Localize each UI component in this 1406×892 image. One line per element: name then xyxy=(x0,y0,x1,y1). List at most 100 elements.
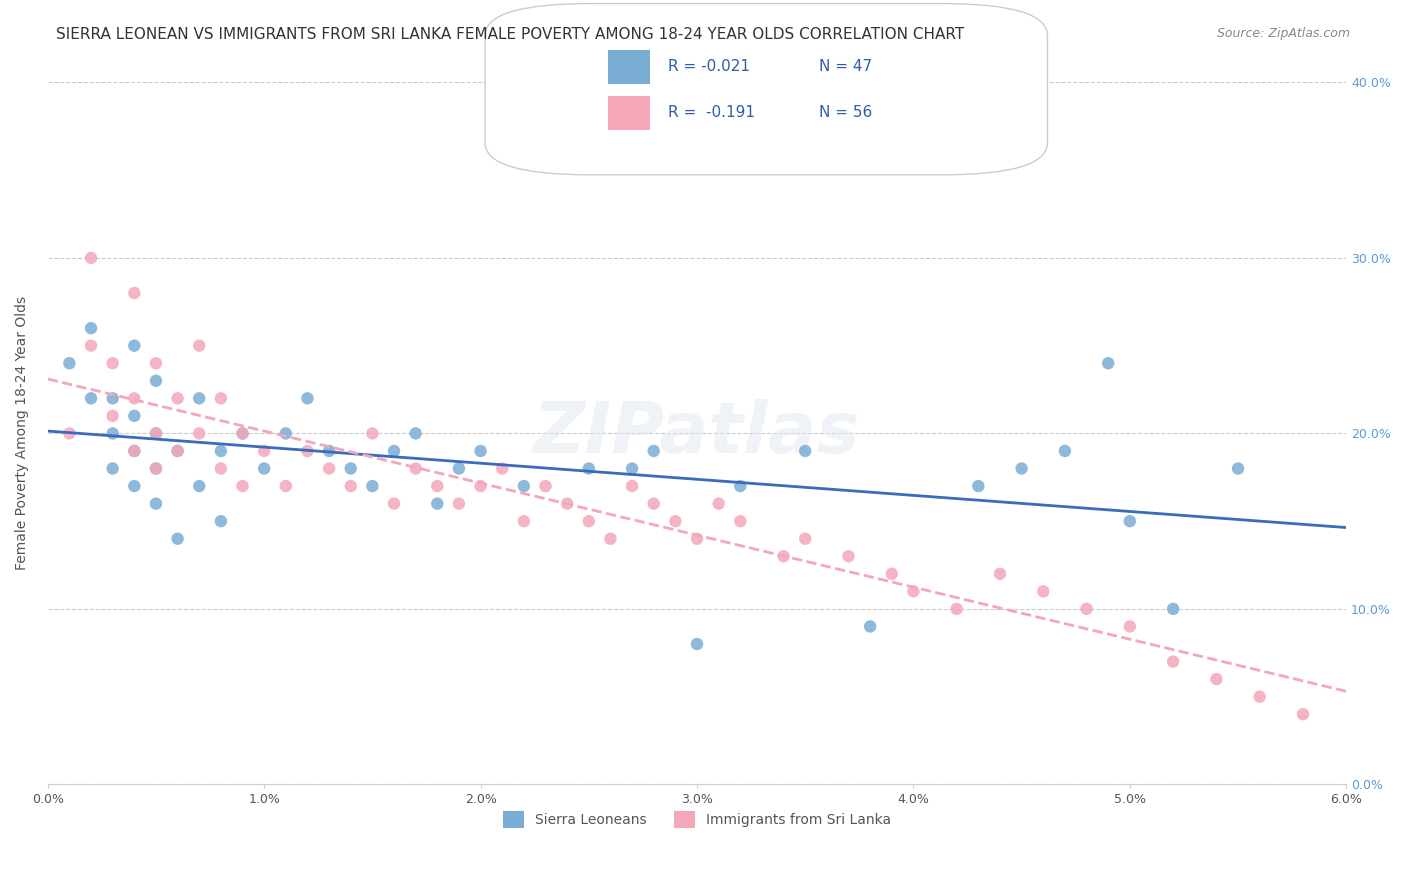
Point xyxy=(101,426,124,441)
Text: N = 56: N = 56 xyxy=(818,105,872,120)
Point xyxy=(382,497,405,511)
Point xyxy=(1161,655,1184,669)
Point xyxy=(80,321,103,335)
Point xyxy=(447,461,470,475)
Point xyxy=(231,426,253,441)
Point xyxy=(794,444,817,458)
Point xyxy=(361,426,384,441)
Point xyxy=(124,409,146,423)
Point xyxy=(1292,707,1315,722)
Point xyxy=(145,426,167,441)
Point xyxy=(382,444,405,458)
Point xyxy=(188,392,211,406)
Point xyxy=(145,497,167,511)
Point xyxy=(967,479,990,493)
Legend: Sierra Leoneans, Immigrants from Sri Lanka: Sierra Leoneans, Immigrants from Sri Lan… xyxy=(498,805,897,834)
Point xyxy=(231,479,253,493)
Point xyxy=(80,392,103,406)
Point xyxy=(297,444,319,458)
Point xyxy=(1249,690,1271,704)
Point xyxy=(166,532,188,546)
Point xyxy=(124,444,146,458)
Point xyxy=(534,479,557,493)
Point xyxy=(643,444,665,458)
Point xyxy=(101,356,124,370)
Point xyxy=(686,637,709,651)
Point xyxy=(555,497,578,511)
Point xyxy=(513,479,536,493)
Point xyxy=(80,339,103,353)
Point xyxy=(1011,461,1033,475)
Point xyxy=(491,461,513,475)
Point xyxy=(405,461,427,475)
Point xyxy=(58,356,80,370)
FancyBboxPatch shape xyxy=(609,95,650,130)
Point xyxy=(426,497,449,511)
Point xyxy=(231,426,253,441)
Point xyxy=(166,444,188,458)
Point xyxy=(447,497,470,511)
Point xyxy=(880,566,903,581)
Point xyxy=(209,444,232,458)
Point xyxy=(621,461,644,475)
Point xyxy=(124,444,146,458)
Point xyxy=(124,479,146,493)
Point xyxy=(188,426,211,441)
Point xyxy=(145,374,167,388)
Point xyxy=(253,461,276,475)
Point xyxy=(58,426,80,441)
Point xyxy=(643,497,665,511)
FancyBboxPatch shape xyxy=(609,50,650,84)
Point xyxy=(166,392,188,406)
Text: Source: ZipAtlas.com: Source: ZipAtlas.com xyxy=(1216,27,1350,40)
Point xyxy=(1097,356,1119,370)
Point xyxy=(730,479,752,493)
Point xyxy=(101,392,124,406)
Point xyxy=(209,392,232,406)
Point xyxy=(1227,461,1250,475)
Y-axis label: Female Poverty Among 18-24 Year Olds: Female Poverty Among 18-24 Year Olds xyxy=(15,296,30,571)
Text: ZIPatlas: ZIPatlas xyxy=(533,399,860,468)
Point xyxy=(859,619,882,633)
Point xyxy=(903,584,925,599)
Text: R =  -0.191: R = -0.191 xyxy=(668,105,755,120)
Point xyxy=(1119,619,1142,633)
Point xyxy=(339,461,361,475)
Point xyxy=(209,514,232,528)
Point xyxy=(794,532,817,546)
Point xyxy=(124,286,146,301)
Text: R = -0.021: R = -0.021 xyxy=(668,59,749,74)
Point xyxy=(1032,584,1054,599)
Point xyxy=(124,339,146,353)
Point xyxy=(1053,444,1076,458)
Point xyxy=(772,549,794,564)
Point xyxy=(1161,602,1184,616)
Point xyxy=(470,479,492,493)
Point xyxy=(405,426,427,441)
Point xyxy=(188,479,211,493)
Text: N = 47: N = 47 xyxy=(818,59,872,74)
Point xyxy=(837,549,859,564)
Point xyxy=(297,392,319,406)
Point xyxy=(318,444,340,458)
Point xyxy=(1076,602,1098,616)
Point xyxy=(339,479,361,493)
Point xyxy=(578,514,600,528)
Point xyxy=(145,461,167,475)
Point xyxy=(578,461,600,475)
FancyBboxPatch shape xyxy=(485,4,1047,175)
Point xyxy=(145,461,167,475)
Point xyxy=(145,426,167,441)
Point xyxy=(664,514,686,528)
Point xyxy=(621,479,644,493)
Point xyxy=(707,497,730,511)
Point xyxy=(145,356,167,370)
Point xyxy=(318,461,340,475)
Point xyxy=(599,532,621,546)
Point xyxy=(1205,672,1227,686)
Point xyxy=(253,444,276,458)
Point xyxy=(686,532,709,546)
Point xyxy=(730,514,752,528)
Text: SIERRA LEONEAN VS IMMIGRANTS FROM SRI LANKA FEMALE POVERTY AMONG 18-24 YEAR OLDS: SIERRA LEONEAN VS IMMIGRANTS FROM SRI LA… xyxy=(56,27,965,42)
Point xyxy=(124,392,146,406)
